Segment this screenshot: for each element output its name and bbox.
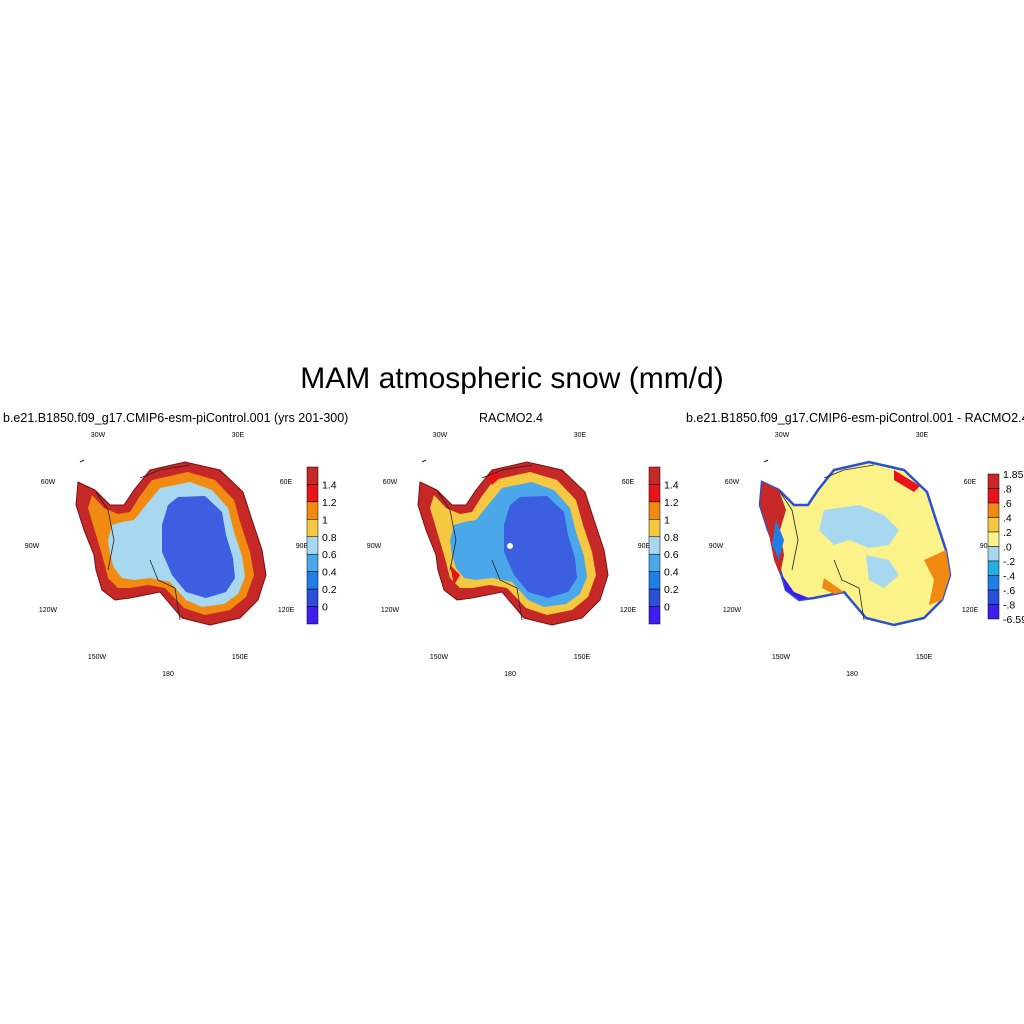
- panel-2-title: RACMO2.4: [479, 411, 543, 425]
- lon-label-90e-panel-3: 90E: [980, 543, 993, 550]
- panel-1-title: b.e21.B1850.f09_g17.CMIP6-esm-piControl.…: [3, 411, 349, 425]
- colorbar-3-label-4: .2: [1003, 527, 1012, 539]
- lon-label-60e-panel-2: 60E: [622, 479, 635, 486]
- colorbar-2-box-3: [648, 519, 661, 538]
- colorbar-3-box-8: [987, 589, 1000, 605]
- colorbar-2-label-2: 1: [664, 514, 670, 526]
- figure-title: MAM atmospheric snow (mm/d): [300, 362, 724, 395]
- colorbar-1-box-4: [306, 536, 319, 555]
- lon-label-180-panel-3: 180: [846, 671, 858, 678]
- colorbar-1-box-0: [306, 466, 319, 485]
- longitude-labels: 30W 30E 60W 60E 90W 90E 120W 120E 150W 150E 180 30W…: [25, 432, 993, 678]
- lon-label-120e-panel-3: 120E: [962, 607, 979, 614]
- colorbar-3-label-1: .8: [1003, 484, 1012, 496]
- lon-label-120w-panel-3: 120W: [723, 607, 742, 614]
- lon-label-90w-panel-2: 90W: [367, 543, 382, 550]
- lon-label-150w-panel-1: 150W: [88, 654, 107, 661]
- colorbar-2-label-1: 1.2: [664, 497, 679, 509]
- colorbar-1-label-6: 0.2: [322, 584, 337, 596]
- colorbar-2-box-5: [648, 553, 661, 572]
- lon-label-90e-panel-1: 90E: [296, 543, 309, 550]
- lon-label-60e-panel-1: 60E: [280, 479, 293, 486]
- colorbar-3-box-3: [987, 517, 1000, 533]
- colorbar-3-box-1: [987, 488, 1000, 504]
- colorbar-1-label-2: 1: [322, 514, 328, 526]
- colorbar-3-box-0: [987, 473, 1000, 489]
- lon-label-60w-panel-1: 60W: [41, 479, 56, 486]
- colorbar-3-label-5: .0: [1003, 542, 1012, 554]
- colorbar-3-label-8: -.6: [1003, 585, 1015, 597]
- lon-label-150e-panel-2: 150E: [574, 654, 591, 661]
- lon-label-90e-panel-2: 90E: [638, 543, 651, 550]
- colorbar-2-box-4: [648, 536, 661, 555]
- colorbar-2-box-8: [648, 606, 661, 625]
- panel-2-map: [417, 459, 609, 626]
- lon-label-30e-panel-1: 30E: [232, 432, 245, 439]
- colorbar-3-label-0: 1.857: [1003, 469, 1024, 481]
- colorbar-2-box-6: [648, 571, 661, 590]
- colorbar-2-label-6: 0.2: [664, 584, 679, 596]
- lon-label-30w-panel-1: 30W: [91, 432, 106, 439]
- colorbar-2-box-2: [648, 501, 661, 520]
- lon-label-30e-panel-2: 30E: [574, 432, 587, 439]
- panel-3-map: [758, 459, 952, 627]
- colorbar-1-label-4: 0.6: [322, 549, 337, 561]
- colorbar-2-box-1: [648, 484, 661, 503]
- colorbar-1-label-0: 1.4: [322, 479, 337, 491]
- panel-1-map: [75, 459, 267, 626]
- lon-label-30w-panel-3: 30W: [775, 432, 790, 439]
- colorbar-3-box-5: [987, 546, 1000, 562]
- colorbar-3-box-2: [987, 502, 1000, 518]
- colorbar-1-box-8: [306, 606, 319, 625]
- colorbar-1-label-1: 1.2: [322, 497, 337, 509]
- colorbar-3-box-9: [987, 604, 1000, 620]
- lon-label-150e-panel-1: 150E: [232, 654, 249, 661]
- lon-label-150e-panel-3: 150E: [916, 654, 933, 661]
- lon-label-60w-panel-3: 60W: [725, 479, 740, 486]
- colorbar-3-label-2: .6: [1003, 498, 1012, 510]
- colorbar-2-label-4: 0.6: [664, 549, 679, 561]
- lon-label-180-panel-1: 180: [162, 671, 174, 678]
- lon-label-120e-panel-1: 120E: [278, 607, 295, 614]
- colorbar-3-label-10: -6.59: [1003, 614, 1024, 626]
- colorbar-1-box-1: [306, 484, 319, 503]
- colorbar-1-box-6: [306, 571, 319, 590]
- lon-label-150w-panel-2: 150W: [430, 654, 449, 661]
- colorbar-1-box-7: [306, 588, 319, 607]
- panel-3-title: b.e21.B1850.f09_g17.CMIP6-esm-piControl.…: [686, 411, 1024, 425]
- colorbar-3-label-9: -.8: [1003, 600, 1015, 612]
- lon-label-60e-panel-3: 60E: [964, 479, 977, 486]
- colorbar-1-label-5: 0.4: [322, 567, 337, 579]
- lon-label-120w-panel-1: 120W: [39, 607, 58, 614]
- lon-label-30w-panel-2: 30W: [433, 432, 448, 439]
- colorbar-2-box-7: [648, 588, 661, 607]
- lon-label-120e-panel-2: 120E: [620, 607, 637, 614]
- colorbar-2-label-7: 0: [664, 602, 670, 614]
- lon-label-90w-panel-3: 90W: [709, 543, 724, 550]
- colorbars: 1.41.210.80.60.40.201.41.210.80.60.40.20…: [306, 466, 1024, 626]
- colorbar-1-label-3: 0.8: [322, 532, 337, 544]
- lon-label-30e-panel-3: 30E: [916, 432, 929, 439]
- colorbar-3-box-7: [987, 575, 1000, 591]
- colorbar-2-box-0: [648, 466, 661, 485]
- colorbar-1-box-3: [306, 519, 319, 538]
- colorbar-3-label-3: .4: [1003, 513, 1012, 525]
- lon-label-150w-panel-3: 150W: [772, 654, 791, 661]
- colorbar-2-label-0: 1.4: [664, 479, 679, 491]
- colorbar-3-label-7: -.4: [1003, 571, 1015, 583]
- colorbar-2-label-3: 0.8: [664, 532, 679, 544]
- colorbar-3-box-6: [987, 560, 1000, 576]
- colorbar-3-box-4: [987, 531, 1000, 547]
- lon-label-120w-panel-2: 120W: [381, 607, 400, 614]
- lon-label-180-panel-2: 180: [504, 671, 516, 678]
- colorbar-1-label-7: 0: [322, 602, 328, 614]
- colorbar-1-box-5: [306, 553, 319, 572]
- colorbar-3-label-6: -.2: [1003, 556, 1015, 568]
- lon-label-90w-panel-1: 90W: [25, 543, 40, 550]
- colorbar-1-box-2: [306, 501, 319, 520]
- lon-label-60w-panel-2: 60W: [383, 479, 398, 486]
- colorbar-2-label-5: 0.4: [664, 567, 679, 579]
